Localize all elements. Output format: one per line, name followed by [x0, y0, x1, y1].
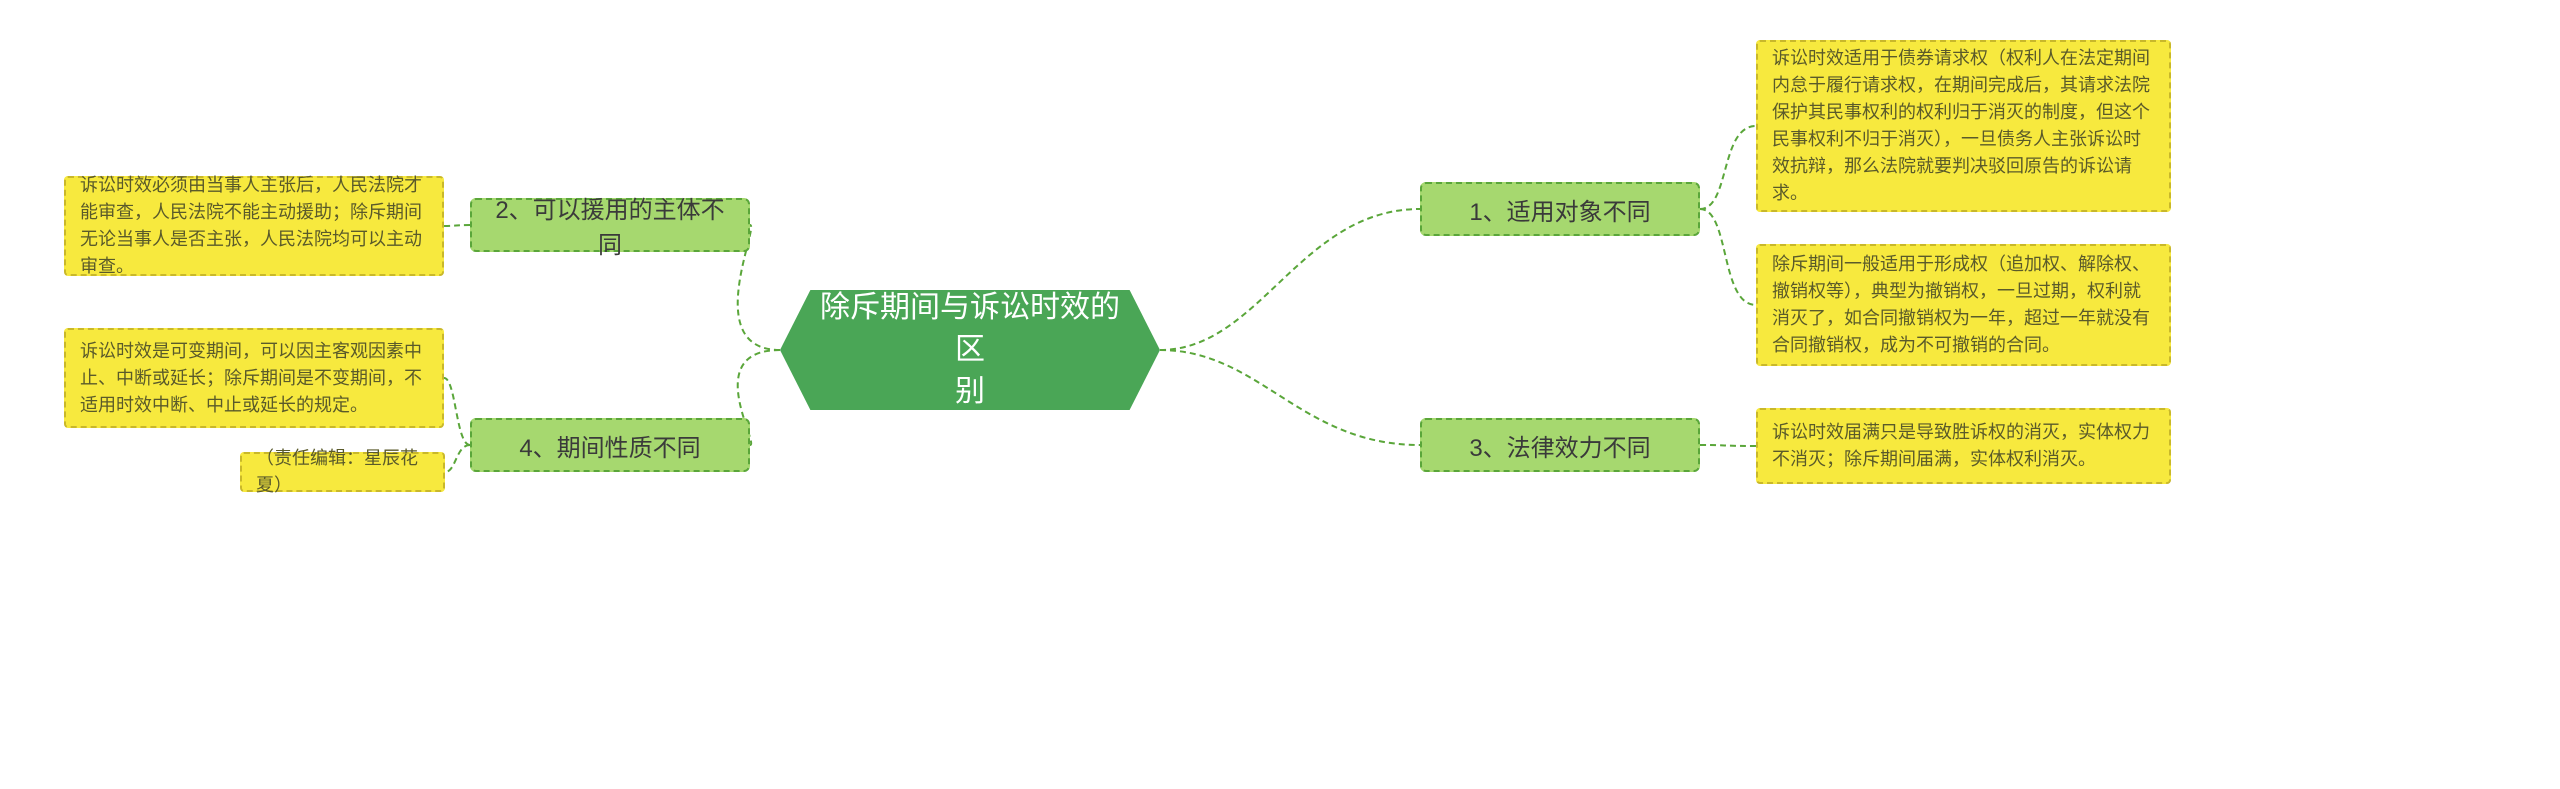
connector [1700, 445, 1756, 446]
leaf-text: 诉讼时效是可变期间，可以因主客观因素中止、中断或延长；除斥期间是不变期间，不适用… [80, 338, 428, 419]
branch-label: 2、可以援用的主体不同 [492, 190, 728, 260]
branch-label: 4、期间性质不同 [519, 428, 700, 463]
branch-4[interactable]: 4、期间性质不同 [470, 418, 750, 472]
connector [1160, 209, 1420, 350]
connector [1700, 209, 1756, 305]
branch-1[interactable]: 1、适用对象不同 [1420, 182, 1700, 236]
connector [444, 225, 470, 226]
connector [1700, 126, 1756, 209]
connector [445, 445, 470, 472]
root-label-line1: 除斥期间与诉讼时效的区 [820, 291, 1120, 366]
mindmap-canvas: 除斥期间与诉讼时效的区 别 1、适用对象不同 2、可以援用的主体不同 3、法律效… [0, 0, 2560, 789]
leaf-4a[interactable]: 诉讼时效是可变期间，可以因主客观因素中止、中断或延长；除斥期间是不变期间，不适用… [64, 328, 444, 428]
leaf-3a[interactable]: 诉讼时效届满只是导致胜诉权的消灭，实体权力不消灭；除斥期间届满，实体权利消灭。 [1756, 408, 2171, 484]
branch-2[interactable]: 2、可以援用的主体不同 [470, 198, 750, 252]
connector [1160, 350, 1420, 445]
leaf-text: 诉讼时效适用于债券请求权（权利人在法定期间内怠于履行请求权，在期间完成后，其请求… [1772, 45, 2155, 207]
branch-label: 1、适用对象不同 [1469, 192, 1650, 227]
leaf-4b[interactable]: （责任编辑：星辰花夏） [240, 452, 445, 492]
root-label-line2: 别 [955, 375, 985, 408]
root-label: 除斥期间与诉讼时效的区 别 [810, 287, 1130, 413]
leaf-2a[interactable]: 诉讼时效必须由当事人主张后，人民法院才能审查，人民法院不能主动援助；除斥期间无论… [64, 176, 444, 276]
leaf-text: 诉讼时效必须由当事人主张后，人民法院才能审查，人民法院不能主动援助；除斥期间无论… [80, 172, 428, 280]
leaf-1b[interactable]: 除斥期间一般适用于形成权（追加权、解除权、撤销权等），典型为撤销权，一旦过期，权… [1756, 244, 2171, 366]
leaf-text: 除斥期间一般适用于形成权（追加权、解除权、撤销权等），典型为撤销权，一旦过期，权… [1772, 251, 2155, 359]
leaf-text: （责任编辑：星辰花夏） [256, 445, 429, 499]
branch-3[interactable]: 3、法律效力不同 [1420, 418, 1700, 472]
connector [444, 378, 470, 445]
branch-label: 3、法律效力不同 [1469, 428, 1650, 463]
leaf-text: 诉讼时效届满只是导致胜诉权的消灭，实体权力不消灭；除斥期间届满，实体权利消灭。 [1772, 419, 2155, 473]
root-node[interactable]: 除斥期间与诉讼时效的区 别 [780, 290, 1160, 410]
leaf-1a[interactable]: 诉讼时效适用于债券请求权（权利人在法定期间内怠于履行请求权，在期间完成后，其请求… [1756, 40, 2171, 212]
